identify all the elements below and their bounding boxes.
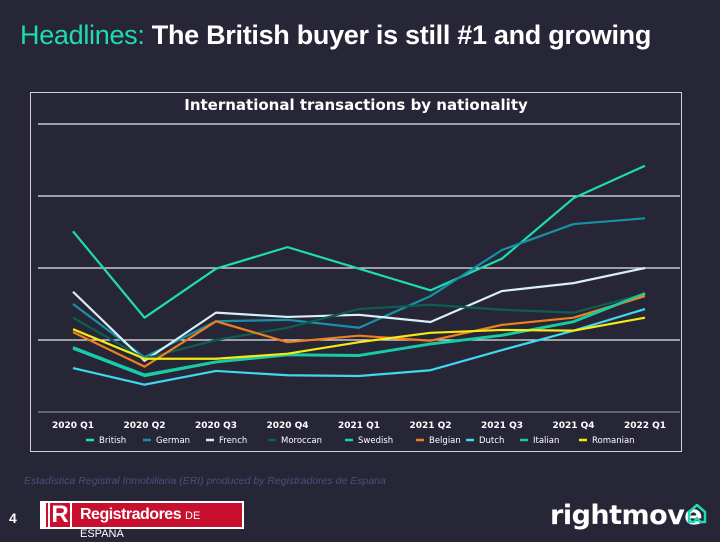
x-tick-label: 2021 Q2 — [409, 421, 451, 431]
legend-label: Belgian — [429, 436, 461, 446]
legend-label: British — [99, 436, 126, 446]
x-tick-label: 2020 Q4 — [266, 421, 308, 431]
legend-label: Italian — [533, 436, 559, 446]
rightmove-logo: rightmove — [550, 500, 703, 531]
headline-title: The British buyer is still #1 and growin… — [151, 20, 652, 50]
x-tick-label: 2022 Q1 — [624, 421, 666, 431]
headline-prefix: Headlines: — [20, 20, 145, 50]
series-line-dutch — [72, 307, 646, 386]
source-note: Estadística Registral Inmobiliaria (ERI)… — [24, 475, 386, 487]
legend-label: Romanian — [592, 436, 635, 446]
legend-label: French — [219, 436, 247, 446]
page-number: 4 — [9, 510, 17, 526]
legend-label: German — [156, 436, 190, 446]
x-tick-label: 2021 Q3 — [481, 421, 523, 431]
x-tick-label: 2020 Q3 — [195, 421, 237, 431]
x-tick-label: 2020 Q2 — [123, 421, 165, 431]
series-line-belgian — [72, 295, 646, 368]
chart-frame: International transactions by nationalit… — [30, 92, 682, 452]
series-line-british — [72, 164, 646, 319]
series-line-romanian — [72, 316, 646, 360]
x-tick-label: 2020 Q1 — [52, 421, 94, 431]
page-title: Headlines: The British buyer is still #1… — [20, 20, 651, 51]
chart-title: International transactions by nationalit… — [184, 96, 528, 114]
legend-label: Swedish — [358, 436, 393, 446]
house-icon — [687, 503, 707, 524]
registradores-logo: R Registradores DE ESPAÑA — [40, 501, 244, 540]
legend-label: Moroccan — [281, 436, 322, 446]
legend-label: Dutch — [479, 436, 504, 446]
series-line-italian — [72, 292, 646, 376]
x-tick-label: 2021 Q1 — [338, 421, 380, 431]
x-tick-label: 2021 Q4 — [552, 421, 594, 431]
series-line-french — [72, 266, 646, 362]
